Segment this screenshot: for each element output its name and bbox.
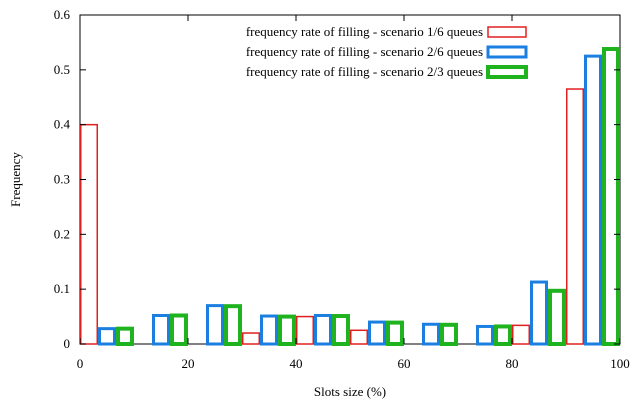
bar-series-1-bin-9 (512, 324, 530, 345)
bar-series-2-bin-8 (476, 324, 494, 346)
y-tick-label: 0.4 (54, 117, 71, 132)
bar-series-2-bin-6 (368, 320, 386, 346)
x-axis-ticks: 0 20 40 60 80 100 (77, 15, 630, 371)
bar-series-2-bin-7 (422, 322, 440, 346)
bar-series-1-bin-5 (296, 315, 314, 345)
bar-series-2-bin-10 (584, 54, 602, 346)
legend-swatch-1 (487, 26, 527, 38)
x-axis-label: Slots size (%) (314, 384, 386, 399)
bar-series-3-bin-9 (548, 288, 566, 347)
x-tick-label: 100 (610, 356, 630, 371)
legend-label-1: frequency rate of filling - scenario 1/6… (246, 24, 483, 39)
x-tick-label: 20 (182, 356, 195, 371)
bar-series-1-bin-4 (242, 332, 260, 345)
y-tick-label: 0.3 (54, 172, 70, 187)
legend-swatch-2 (486, 45, 528, 59)
bar-series-1-bin-10 (566, 88, 584, 345)
legend-label-2: frequency rate of filling - scenario 2/6… (246, 44, 483, 59)
x-tick-label: 60 (398, 356, 411, 371)
x-tick-label: 40 (290, 356, 303, 371)
bar-series-2-bin-1 (98, 327, 116, 346)
bar-series-3-bin-3 (224, 304, 242, 347)
bar-series-1-bin-6 (350, 329, 368, 345)
bar-series-3-bin-6 (386, 320, 404, 346)
x-tick-label: 80 (506, 356, 519, 371)
bar-series-3-bin-10 (602, 46, 620, 346)
bar-series-2-bin-5 (314, 313, 332, 346)
bar-series-2-bin-3 (206, 304, 224, 346)
bar-series-3-bin-7 (440, 322, 458, 346)
bar-series-3-bin-1 (116, 326, 134, 347)
bars (80, 46, 620, 347)
y-tick-label: 0.6 (54, 7, 71, 22)
bar-series-3-bin-5 (332, 314, 350, 347)
x-tick-label: 0 (77, 356, 84, 371)
bar-series-3-bin-4 (278, 314, 296, 347)
y-axis-label: Frequency (8, 152, 23, 207)
legend-label-3: frequency rate of filling - scenario 2/3… (246, 64, 483, 79)
bar-series-3-bin-8 (494, 324, 512, 347)
legend: frequency rate of filling - scenario 1/6… (246, 24, 528, 79)
y-tick-label: 0.1 (54, 281, 70, 296)
bar-series-2-bin-9 (530, 280, 548, 346)
y-tick-label: 0.2 (54, 226, 70, 241)
y-tick-label: 0 (64, 336, 71, 351)
bar-series-2-bin-2 (152, 313, 170, 346)
bar-series-3-bin-2 (170, 313, 188, 346)
y-tick-label: 0.5 (54, 62, 70, 77)
legend-swatch-3 (486, 65, 528, 79)
y-axis-ticks: 0 0.1 0.2 0.3 0.4 0.5 0.6 (54, 7, 620, 351)
bar-series-2-bin-4 (260, 314, 278, 346)
